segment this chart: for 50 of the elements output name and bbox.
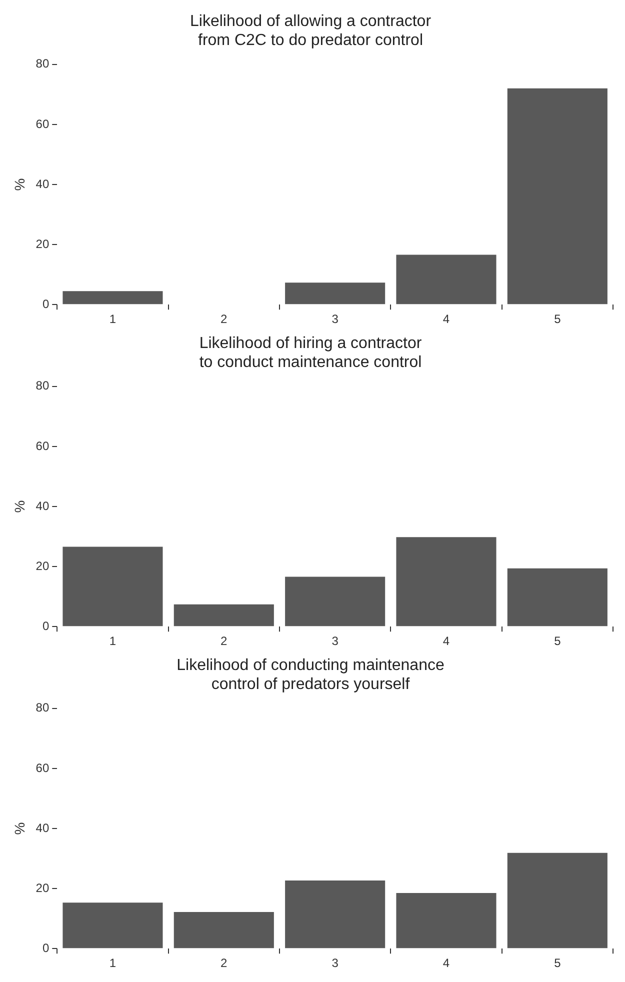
x-tick-label: 3 [332,634,339,648]
x-tick-label: 5 [554,312,562,326]
x-tick-label: 4 [442,312,450,326]
bar [285,282,386,304]
bar [285,880,386,948]
chart-title: Likelihood of hiring a contractor to conduct maintenance control [199,335,422,372]
chart-title: Likelihood of allowing a contractor from C2C to do predator control [190,13,432,50]
y-tick-label: 20 [36,236,50,251]
bar [396,254,496,304]
bar [62,902,163,948]
x-tick-label: 3 [332,956,339,970]
x-tick-label: 1 [109,312,116,326]
x-tick-label: 1 [109,956,116,970]
bar [396,537,496,626]
bar [62,291,163,304]
y-tick-label: 20 [36,558,50,573]
y-tick-label: 80 [36,700,50,715]
y-axis-title: % [11,500,28,513]
y-tick-label: 0 [42,940,50,955]
y-tick-label: 40 [36,820,50,835]
y-tick-label: 80 [36,378,50,393]
bar [285,576,386,626]
bar [62,546,163,626]
chart-title: Likelihood of conducting maintenance control of predators yourself [176,657,444,694]
y-tick-label: 80 [36,56,50,71]
y-tick-label: 40 [36,498,50,513]
x-tick-label: 5 [554,956,562,970]
x-tick-label: 4 [442,956,450,970]
x-tick-label: 4 [442,634,450,648]
bar [507,88,608,304]
bar [174,912,274,948]
y-tick-label: 60 [36,438,50,453]
x-tick-label: 3 [332,312,339,326]
x-tick-label: 2 [220,956,228,970]
bar [396,893,496,948]
y-tick-label: 0 [42,618,50,633]
y-tick-label: 60 [36,760,50,775]
x-tick-label: 5 [554,634,562,648]
bar [507,568,608,626]
y-tick-label: 40 [36,176,50,191]
y-axis-title: % [11,178,28,191]
bar [174,604,274,626]
x-tick-label: 2 [220,312,228,326]
x-tick-label: 2 [220,634,228,648]
y-tick-label: 0 [42,296,50,311]
y-axis-title: % [11,822,28,835]
y-tick-label: 60 [36,116,50,131]
y-tick-label: 20 [36,880,50,895]
bar [507,852,608,948]
x-tick-label: 1 [109,634,116,648]
